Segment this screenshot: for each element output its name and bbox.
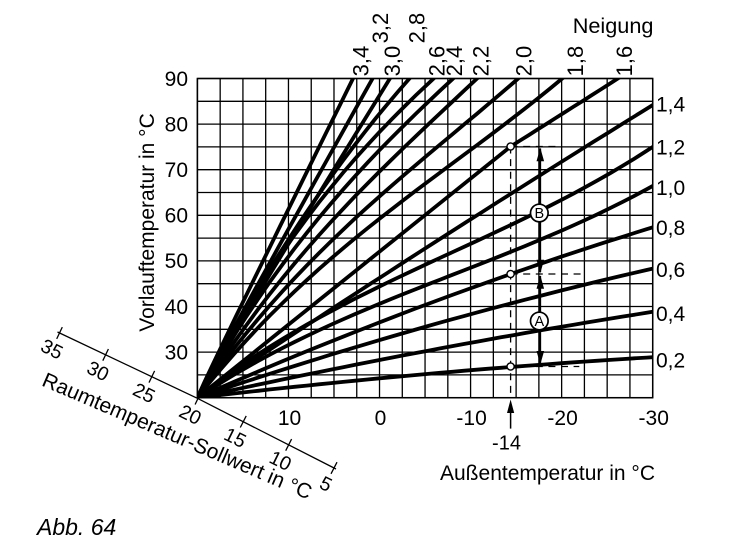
svg-text:Außentemperatur in °C: Außentemperatur in °C [440, 462, 655, 485]
svg-text:3,4: 3,4 [349, 46, 374, 77]
svg-text:2,2: 2,2 [469, 46, 494, 77]
svg-text:B: B [534, 206, 544, 222]
svg-text:3,0: 3,0 [380, 46, 405, 77]
svg-text:1,4: 1,4 [656, 94, 686, 117]
svg-text:60: 60 [165, 205, 188, 228]
svg-text:3,2: 3,2 [368, 13, 393, 44]
svg-text:2,6: 2,6 [424, 46, 449, 77]
svg-text:1,8: 1,8 [563, 46, 588, 77]
svg-text:0: 0 [375, 407, 387, 430]
svg-text:0,6: 0,6 [656, 259, 685, 282]
svg-text:0,8: 0,8 [656, 217, 685, 240]
svg-text:A: A [534, 314, 544, 330]
svg-text:90: 90 [165, 68, 188, 91]
svg-text:1,6: 1,6 [612, 46, 637, 77]
svg-text:Neigung: Neigung [573, 13, 654, 38]
svg-text:-10: -10 [456, 407, 486, 430]
svg-text:70: 70 [165, 159, 188, 182]
svg-text:80: 80 [165, 113, 188, 136]
svg-text:0,2: 0,2 [656, 350, 685, 373]
svg-text:-20: -20 [547, 407, 577, 430]
svg-text:50: 50 [165, 250, 188, 273]
svg-text:Abb. 64: Abb. 64 [35, 514, 116, 540]
svg-text:-14: -14 [492, 433, 521, 455]
svg-text:2,4: 2,4 [442, 46, 467, 77]
svg-text:Vorlauftemperatur in °C: Vorlauftemperatur in °C [136, 113, 159, 332]
svg-text:30: 30 [165, 341, 188, 364]
svg-text:2,8: 2,8 [404, 13, 429, 44]
svg-text:1,0: 1,0 [656, 177, 685, 200]
svg-text:1,2: 1,2 [656, 136, 685, 159]
svg-text:0,4: 0,4 [656, 303, 686, 326]
svg-text:-30: -30 [639, 407, 669, 430]
svg-text:2,0: 2,0 [511, 46, 536, 77]
svg-text:10: 10 [278, 407, 301, 430]
svg-text:40: 40 [165, 296, 188, 319]
